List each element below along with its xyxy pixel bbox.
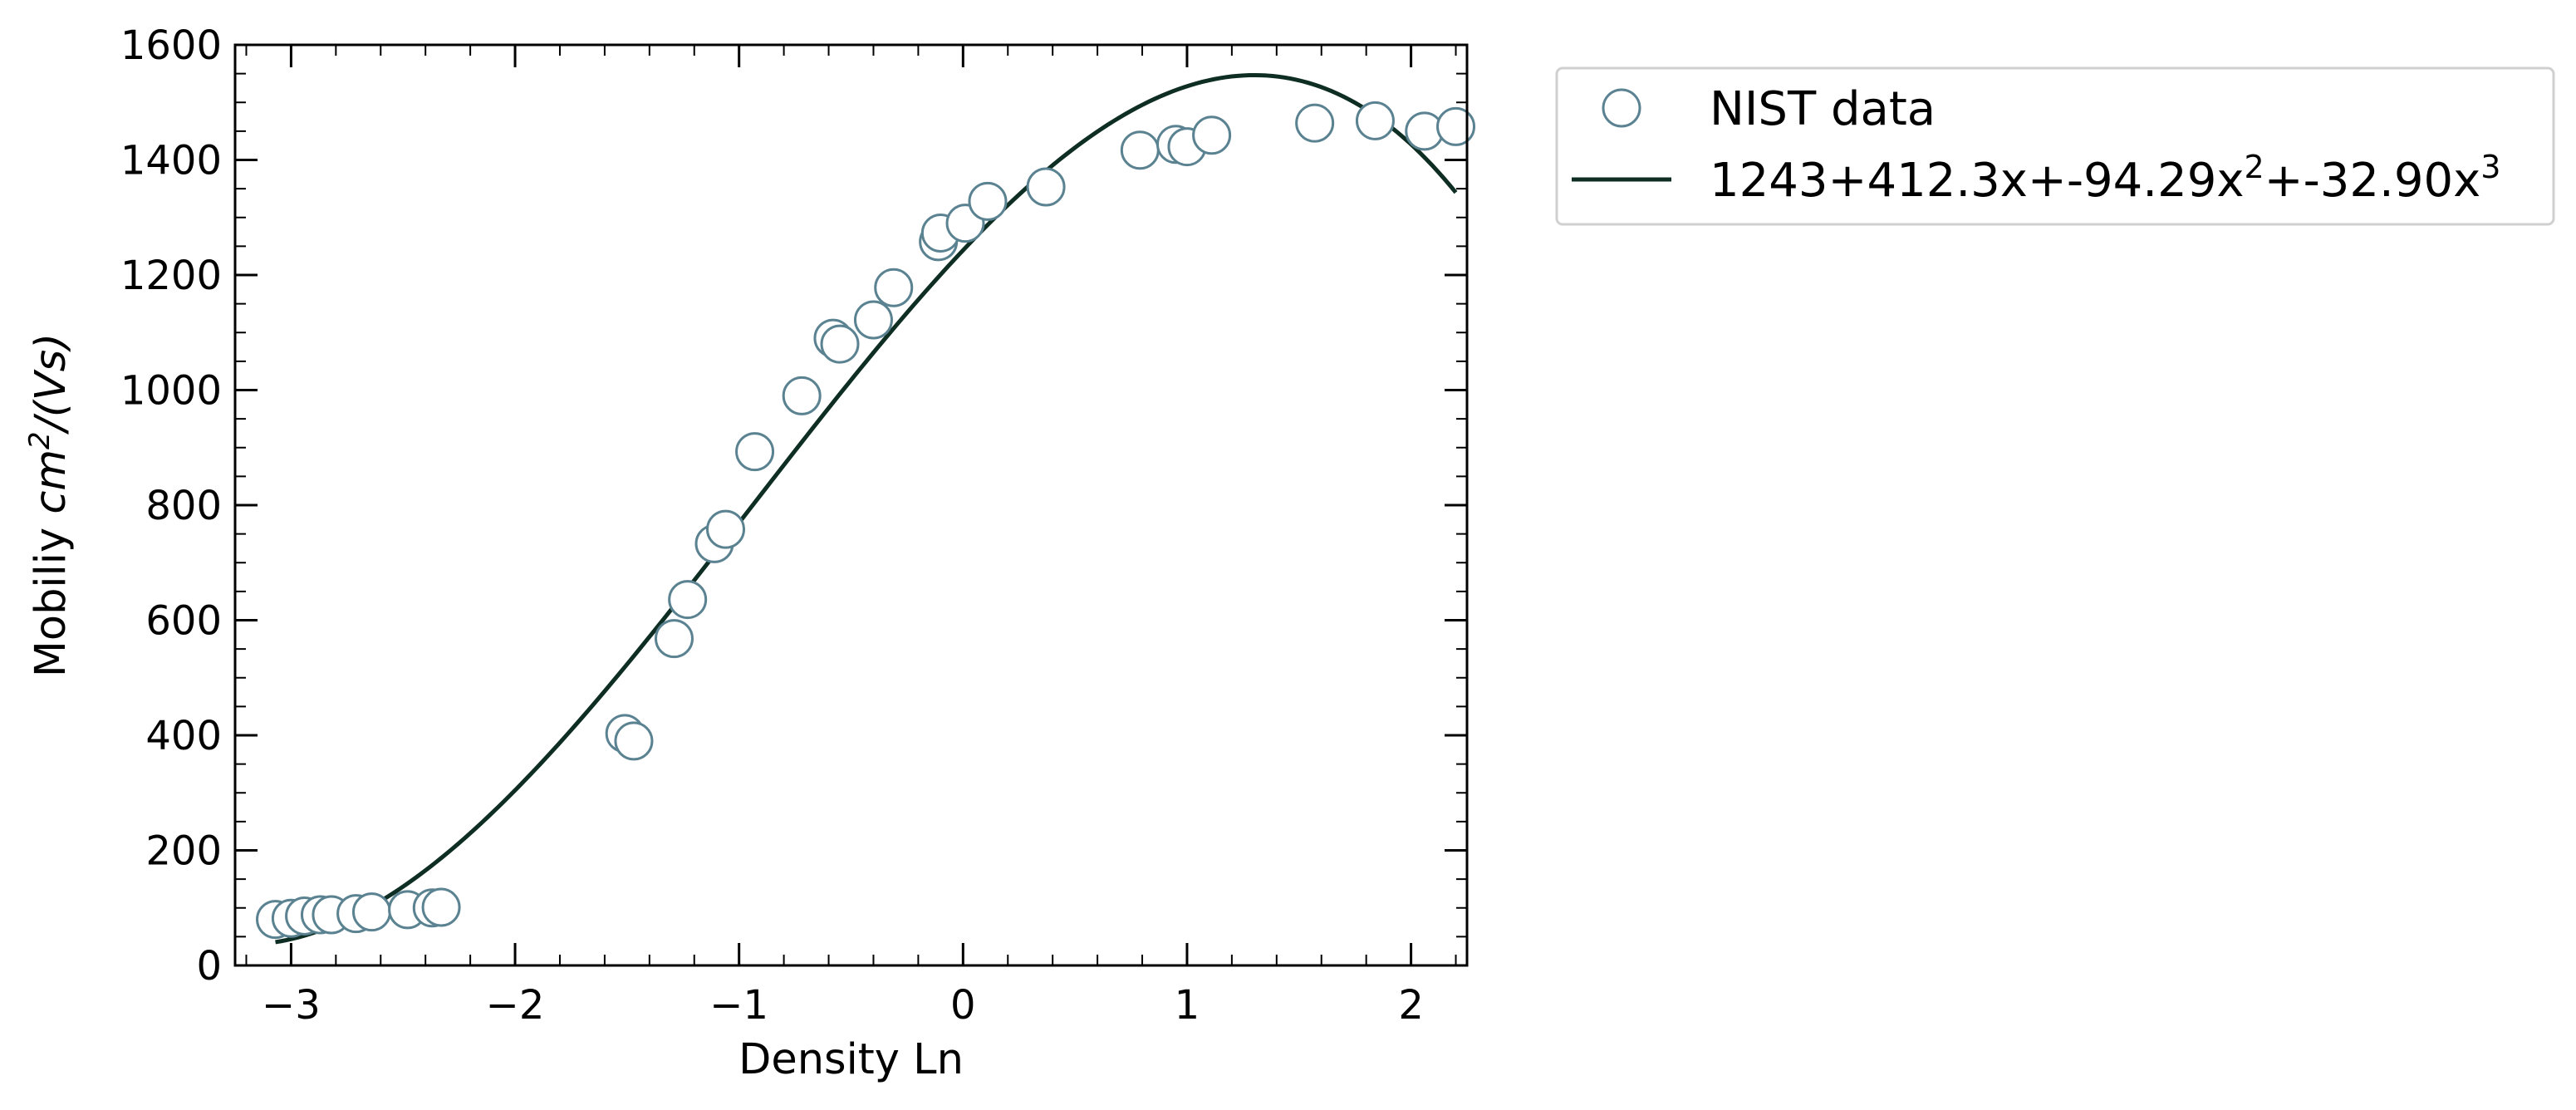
y-tick-label: 1200 (120, 253, 222, 299)
x-tick-label: −3 (262, 982, 321, 1029)
x-tick-labels: −3 −2 −1 0 1 2 (262, 982, 1424, 1029)
data-point (1436, 106, 1476, 146)
legend: NIST data 1243+412.3x+-94.29x2+-32.90x3 (1555, 66, 2555, 226)
legend-fit-part2: +-32.90x (2264, 154, 2481, 208)
y-tick-label: 200 (145, 828, 222, 875)
legend-fit-exp2: 3 (2480, 149, 2500, 185)
data-point (874, 268, 914, 307)
x-tick-label: −2 (486, 982, 545, 1029)
y-tick-labels: 0 200 400 600 800 1000 1200 1400 1600 (120, 22, 222, 990)
data-point (668, 580, 708, 620)
data-point (1192, 115, 1232, 155)
scatter-points (256, 101, 1476, 940)
data-point (351, 892, 391, 932)
data-point (1295, 103, 1335, 143)
y-axis-label-unit-rest: /(Vs) (27, 333, 76, 435)
y-tick-label: 1600 (120, 22, 222, 69)
plot-frame (233, 43, 1469, 967)
data-point (853, 300, 893, 340)
data-point (1120, 130, 1160, 170)
y-axis-label-unit-exp: 2 (23, 431, 56, 449)
x-tick-label: −1 (709, 982, 768, 1029)
y-tick-label: 1400 (120, 138, 222, 184)
legend-fit-exp1: 2 (2244, 149, 2264, 185)
data-point (735, 432, 775, 472)
y-tick-label: 0 (196, 943, 222, 990)
data-point (1355, 101, 1395, 140)
x-tick-label: 0 (950, 982, 976, 1029)
y-axis-label-prefix: Mobiliy (27, 514, 76, 677)
data-point (421, 887, 461, 927)
legend-label-nist: NIST data (1710, 82, 1936, 136)
legend-marker-nist (1602, 88, 1641, 128)
data-point (614, 721, 654, 761)
data-point (1026, 167, 1066, 207)
legend-fit-part1: 1243+412.3x+-94.29x (1710, 154, 2244, 208)
y-tick-label: 400 (145, 713, 222, 759)
legend-label-fit: 1243+412.3x+-94.29x2+-32.90x3 (1710, 149, 2500, 208)
data-point (706, 509, 745, 549)
data-point (968, 181, 1008, 221)
y-axis-label-unit-base: cm (27, 449, 76, 514)
x-tick-label: 2 (1398, 982, 1424, 1029)
data-point (654, 619, 694, 659)
y-tick-label: 600 (145, 598, 222, 645)
y-axis-label: Mobiliy cm2/(Vs) (23, 333, 76, 677)
legend-box (1555, 66, 2555, 226)
fit-line-layer (275, 72, 1458, 945)
data-point (820, 324, 860, 364)
y-tick-label: 1000 (120, 368, 222, 415)
x-axis-label: Density Ln (738, 1035, 964, 1084)
ticks-layer (235, 43, 1467, 967)
data-point (782, 376, 822, 415)
x-tick-label: 1 (1175, 982, 1200, 1029)
y-tick-label: 800 (145, 483, 222, 529)
fit-line (275, 72, 1458, 945)
